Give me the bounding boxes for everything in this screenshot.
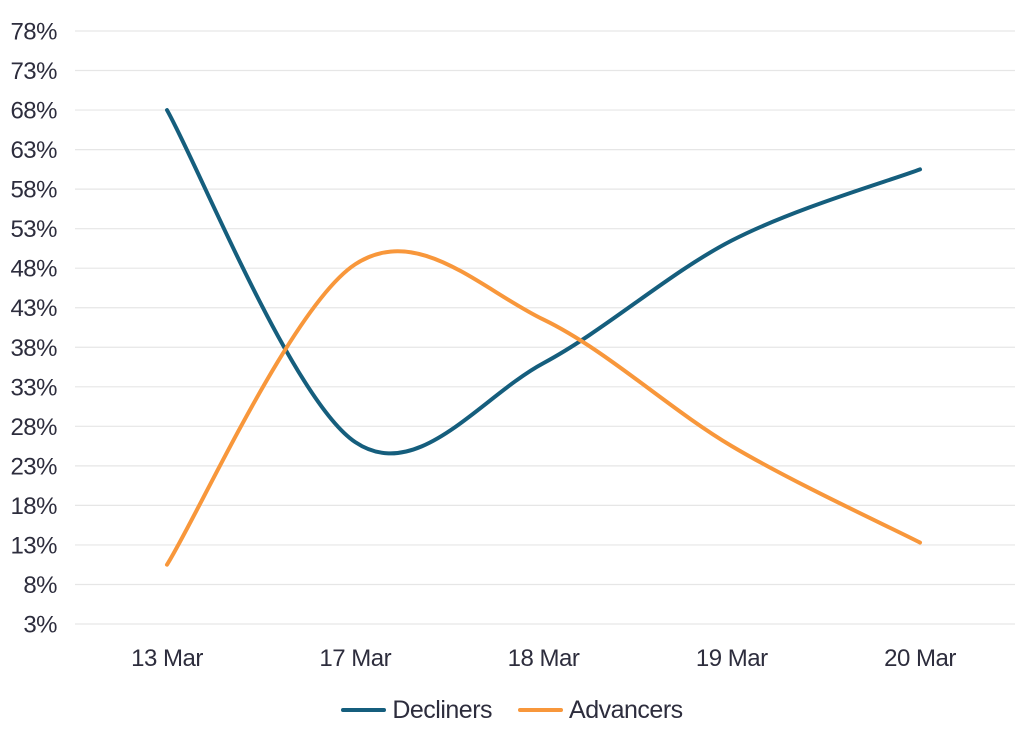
series-line-advancers[interactable]: [165, 249, 922, 567]
x-axis-tick-label: 18 Mar: [508, 645, 580, 672]
line-chart-canvas: 78% 73% 68% 63% 58% 53% 48% 43% 38% 33% 28% 23% 18% 1…: [10, 19, 1015, 672]
y-axis-tick-label: 58%: [10, 177, 57, 204]
x-axis-tick-label: 20 Mar: [884, 645, 956, 672]
advancers-line-swatch: [518, 707, 564, 713]
legend-label-decliners: Decliners: [392, 695, 493, 724]
x-axis-tick-label: 17 Mar: [319, 645, 391, 672]
y-axis-tick-label: 78%: [10, 19, 57, 46]
chart-legend: Decliners Advancers: [0, 692, 1024, 728]
y-axis-tick-label: 28%: [10, 414, 57, 441]
y-axis-tick-label: 53%: [10, 216, 57, 243]
x-axis-tick-label: 19 Mar: [696, 645, 768, 672]
y-axis-tick-label: 68%: [10, 98, 57, 125]
y-axis-tick-label: 33%: [10, 374, 57, 401]
legend-item-decliners[interactable]: Decliners: [341, 695, 493, 724]
legend-item-advancers[interactable]: Advancers: [518, 695, 683, 724]
y-axis-tick-label: 13%: [10, 532, 57, 559]
y-axis-tick-label: 48%: [10, 256, 57, 283]
series-line-decliners[interactable]: [165, 108, 922, 456]
y-axis-tick-label: 43%: [10, 295, 57, 322]
y-axis-tick-label: 8%: [23, 572, 57, 599]
y-axis-tick-label: 3%: [23, 612, 57, 639]
x-axis-tick-label: 13 Mar: [131, 645, 203, 672]
y-axis-tick-label: 63%: [10, 137, 57, 164]
y-axis-tick-label: 73%: [10, 58, 57, 85]
y-axis-tick-label: 38%: [10, 335, 57, 362]
y-axis-tick-label: 18%: [10, 493, 57, 520]
decliners-line-swatch: [341, 707, 387, 713]
y-axis-tick-label: 23%: [10, 453, 57, 480]
legend-label-advancers: Advancers: [569, 695, 683, 724]
